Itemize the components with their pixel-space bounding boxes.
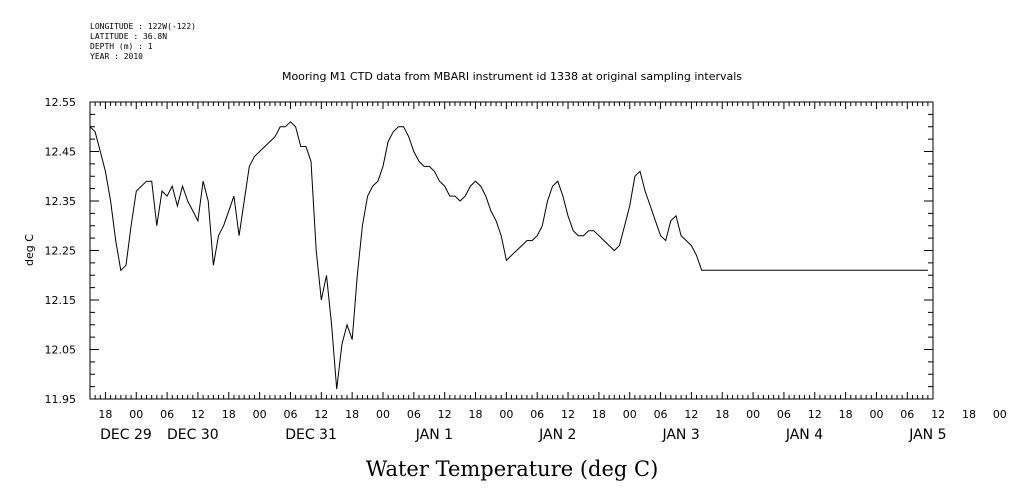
y-tick-label: 12.55 <box>45 96 77 109</box>
chart-title: Mooring M1 CTD data from MBARI instrumen… <box>282 70 742 83</box>
x-hour-label: 18 <box>345 408 359 421</box>
x-day-label: DEC 30 <box>167 427 219 443</box>
y-tick-label: 12.15 <box>45 294 77 307</box>
x-hour-label: 06 <box>160 408 174 421</box>
x-hour-label: 00 <box>746 408 760 421</box>
x-hour-label: 06 <box>407 408 421 421</box>
x-day-label: JAN 5 <box>908 427 946 443</box>
x-day-label: JAN 4 <box>785 427 823 443</box>
x-hour-label: 18 <box>839 408 853 421</box>
metadata-block: LONGITUDE : 122W(-122) LATITUDE : 36.8N … <box>90 22 196 62</box>
x-hour-label: 12 <box>191 408 205 421</box>
x-hour-label: 12 <box>931 408 945 421</box>
x-hour-label: 18 <box>715 408 729 421</box>
x-hour-label: 06 <box>900 408 914 421</box>
x-hour-label: 00 <box>993 408 1007 421</box>
x-axis: 18 00 06 12 18 00 06 12 18 00 06 12 18 00 06 12 18 00 06 12… <box>89 102 1007 443</box>
y-tick-label: 12.25 <box>45 245 77 258</box>
x-hour-label: 18 <box>592 408 606 421</box>
x-hour-label: 12 <box>561 408 575 421</box>
y-axis-label: deg C <box>23 234 36 266</box>
latitude-label: LATITUDE : 36.8N <box>90 32 168 41</box>
x-hour-label: 12 <box>314 408 328 421</box>
x-hour-label: 06 <box>777 408 791 421</box>
y-tick-label: 12.35 <box>45 195 77 208</box>
y-tick-label: 12.45 <box>45 146 77 159</box>
x-day-label: JAN 2 <box>538 427 576 443</box>
x-hour-label: 06 <box>530 408 544 421</box>
x-hour-label: 06 <box>283 408 297 421</box>
x-hour-label: 00 <box>869 408 883 421</box>
y-axis: 12.55 12.45 12.35 12.25 12.15 12.05 11.95 <box>45 96 933 406</box>
temperature-series-line <box>89 121 928 390</box>
year-label: YEAR : 2010 <box>90 52 143 61</box>
x-day-label: DEC 29 <box>100 427 152 443</box>
x-hour-label: 00 <box>499 408 513 421</box>
x-hour-label: 00 <box>623 408 637 421</box>
y-tick-label: 11.95 <box>45 393 77 406</box>
longitude-label: LONGITUDE : 122W(-122) <box>90 22 196 31</box>
x-hour-label: 06 <box>654 408 668 421</box>
x-day-label: JAN 3 <box>661 427 699 443</box>
x-hour-label: 18 <box>962 408 976 421</box>
x-hour-label: 18 <box>98 408 112 421</box>
x-axis-label: Water Temperature (deg C) <box>366 457 659 481</box>
depth-label: DEPTH (m) : 1 <box>90 42 153 51</box>
x-hour-label: 12 <box>438 408 452 421</box>
x-day-label: JAN 1 <box>415 427 453 443</box>
x-hour-label: 00 <box>129 408 143 421</box>
x-hour-label: 00 <box>376 408 390 421</box>
x-day-label: DEC 31 <box>285 427 337 443</box>
x-hour-label: 12 <box>684 408 698 421</box>
x-hour-label: 18 <box>222 408 236 421</box>
x-hour-label: 12 <box>808 408 822 421</box>
x-hour-label: 18 <box>469 408 483 421</box>
y-tick-label: 12.05 <box>45 344 77 357</box>
x-hour-label: 00 <box>253 408 267 421</box>
